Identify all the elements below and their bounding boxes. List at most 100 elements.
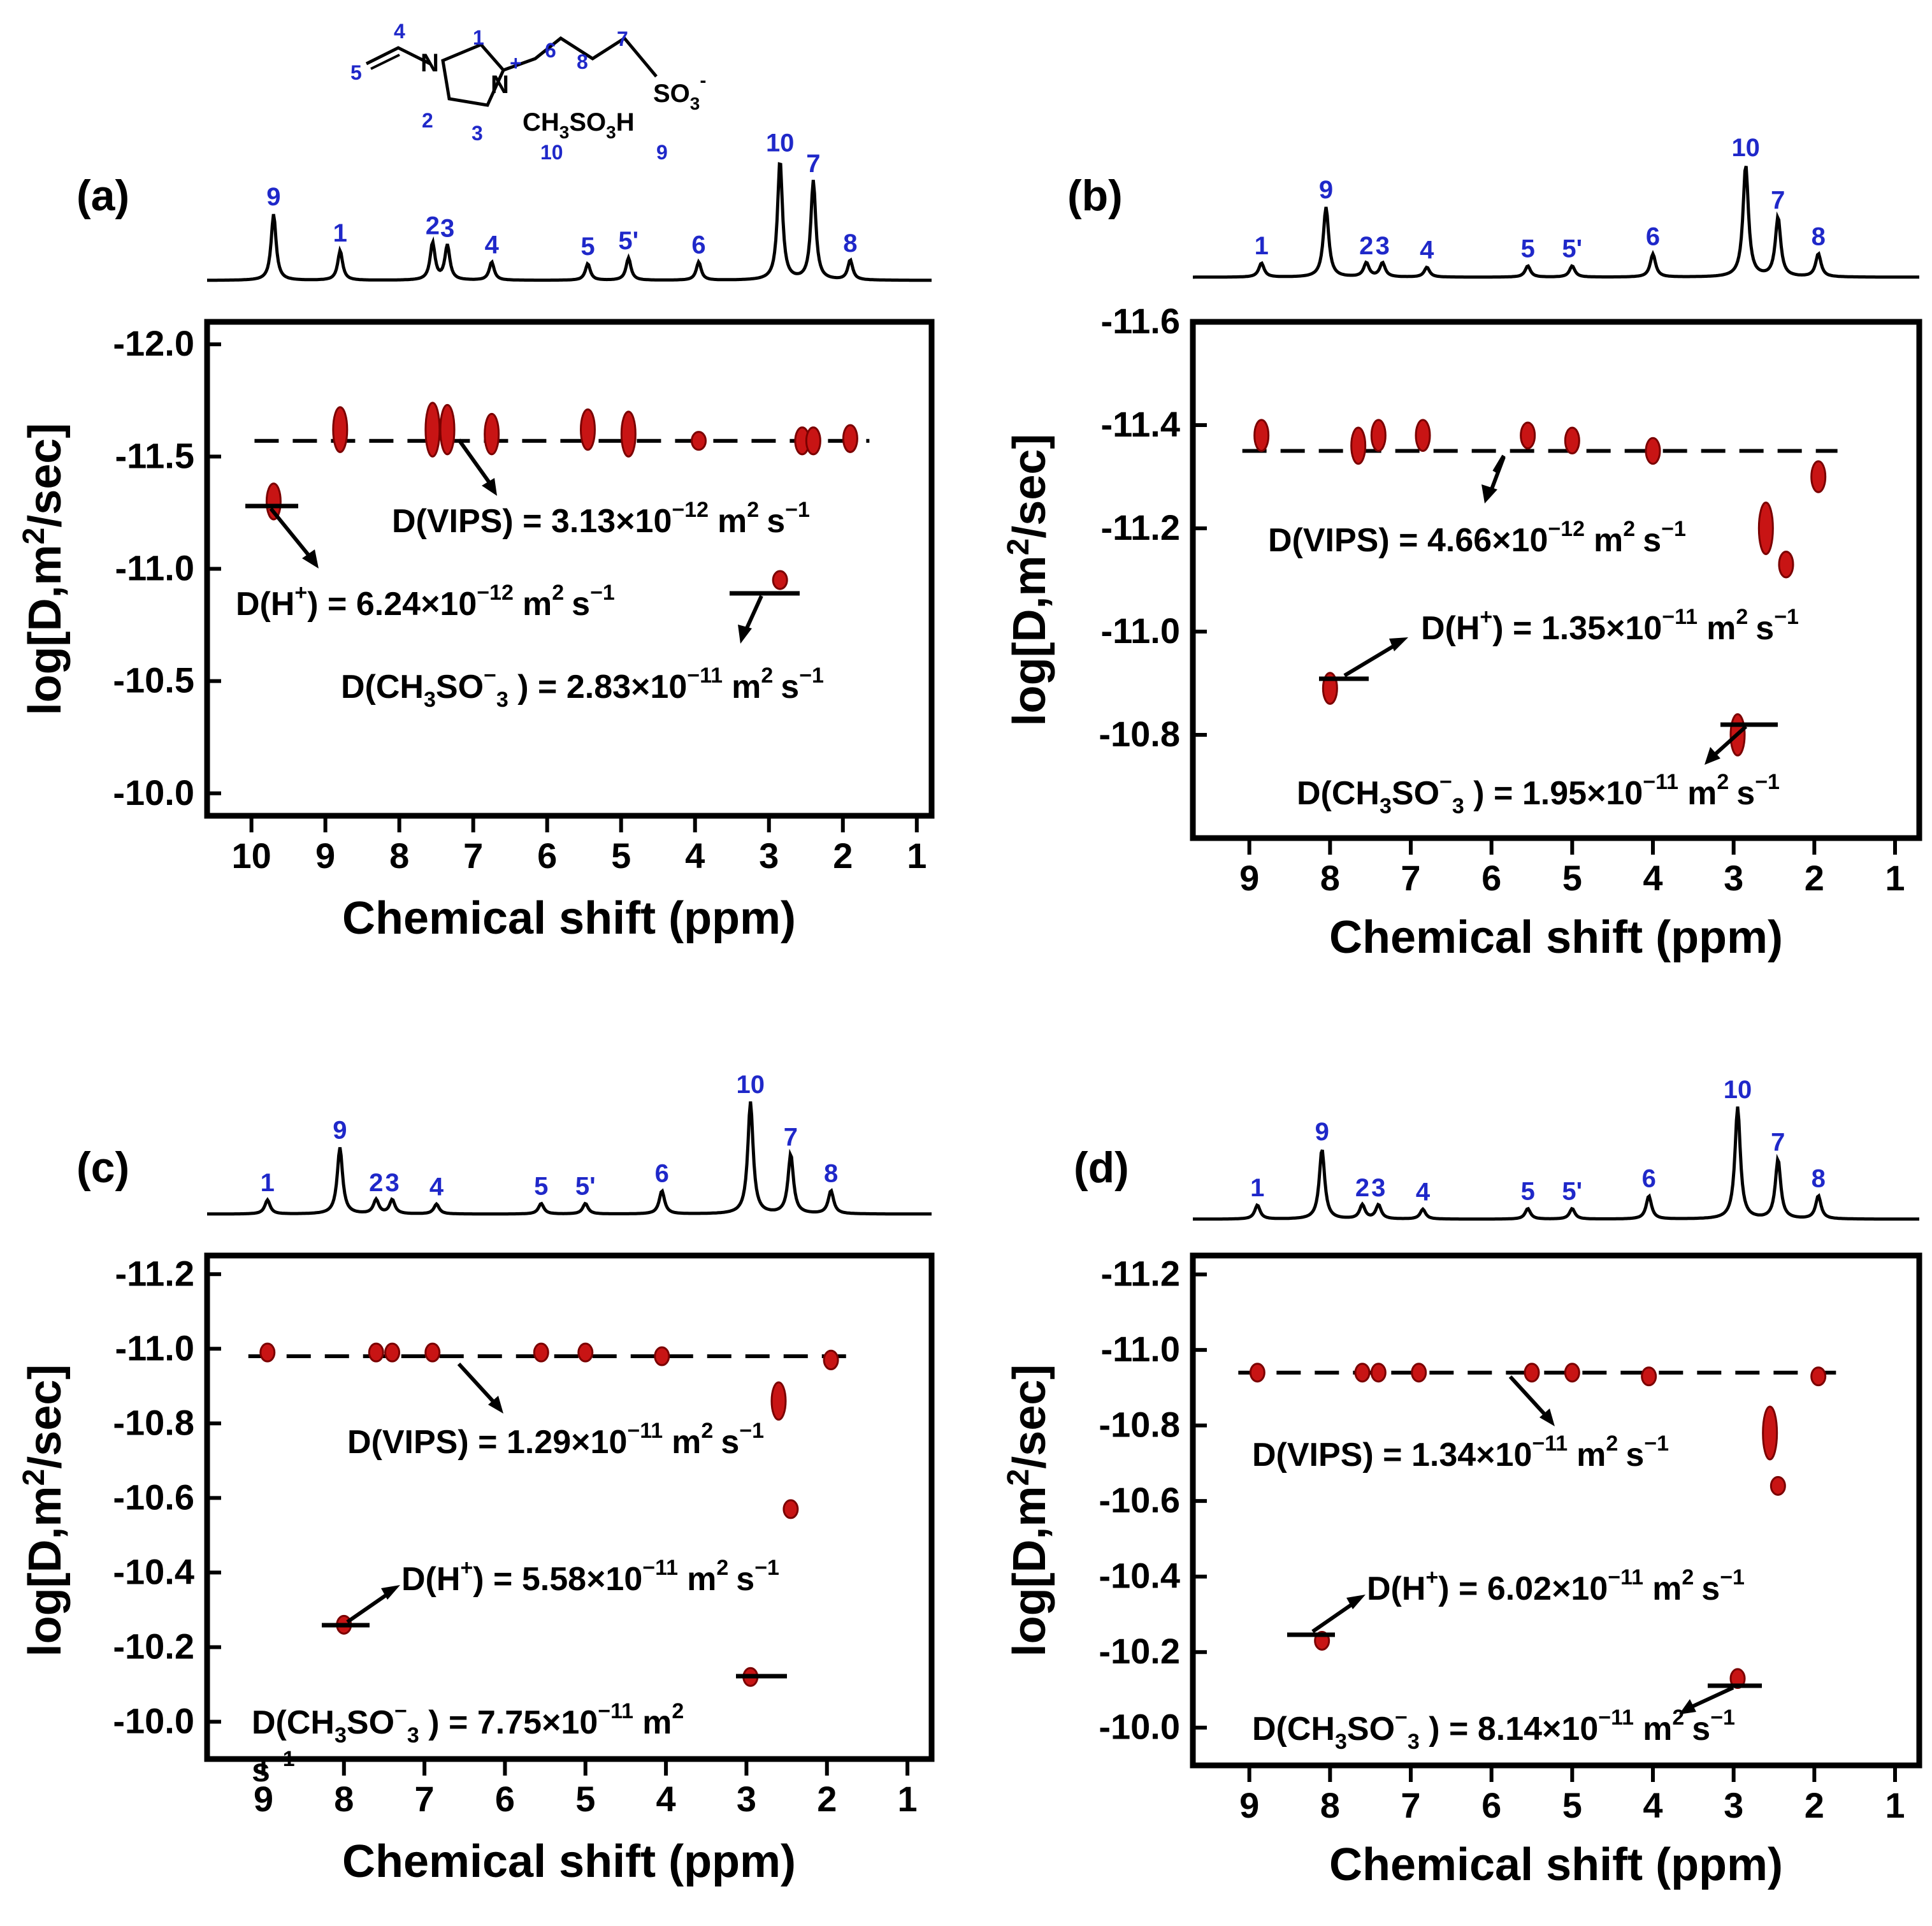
msa-group: CH3SO3H (523, 108, 635, 142)
h-d-unit-exp: 2 (1682, 1565, 1694, 1589)
x-tick-label-b-1: 8 (1320, 858, 1340, 898)
x-tick-label-c-5: 4 (656, 1779, 676, 1819)
y-tick-label-a-2: -11.0 (115, 548, 194, 588)
peak-label-b-9: 7 (1771, 187, 1785, 215)
vips-a-tail-exp: −1 (785, 498, 810, 522)
dosy-signal-c-4 (533, 1342, 549, 1363)
vips-arrowhead-b (1481, 484, 1497, 503)
peak-label-b-10: 8 (1812, 223, 1826, 251)
x-tick-label-b-2: 7 (1401, 858, 1420, 898)
ms-c-close: ) = 7.75×10 (419, 1704, 598, 1741)
h-c-label: D(H (401, 1561, 460, 1598)
ms-d-unit-exp: 2 (1672, 1705, 1684, 1730)
spectrum-d (1193, 1106, 1919, 1221)
h-b-tail-exp: −1 (1774, 605, 1799, 629)
annotation-h-d: D(H+) = 6.02×10−11 m2 s−1 (1367, 1565, 1745, 1607)
y-tick-label-d-1: -11.0 (1100, 1329, 1180, 1369)
y-axis-label-b: log[D,m2/sec] (1002, 434, 1055, 727)
vips-c-label: D(VIPS) = 1.29×10 (347, 1424, 627, 1461)
h-arrow-b (1343, 643, 1397, 677)
peak-label-b-7: 6 (1646, 223, 1660, 251)
peak-labels-c: 1 92 3 4 5 5' 6 10 78 (261, 1071, 839, 1201)
x-tick-label-d-7: 2 (1805, 1785, 1824, 1825)
ms-d-unit: m (1643, 1711, 1672, 1748)
annotation-ms-c-line2: s−1 (252, 1747, 295, 1789)
vips-arrow-b2 (1489, 456, 1506, 492)
peak-label-b-6: 5' (1562, 235, 1582, 263)
ms-b-sup: − (1439, 770, 1452, 794)
dosy-signal-b-6 (1645, 437, 1661, 465)
h-b-tail: s (1755, 610, 1774, 647)
ms-d-sup: − (1395, 1705, 1408, 1730)
dosy-signal-d-11 (1729, 1668, 1746, 1690)
y-tick-label-d-5: -10.2 (1099, 1631, 1180, 1671)
y-tick-label-d-0: -11.2 (1100, 1254, 1180, 1294)
dosy-signal-d-6 (1641, 1366, 1657, 1387)
vips-c-unit-exp: 2 (701, 1419, 713, 1443)
msa-sub1: 3 (559, 122, 570, 142)
h-a-sup: + (294, 581, 307, 605)
panel-label-a: (a) (76, 171, 129, 220)
h-d-tail-exp: −1 (1720, 1565, 1745, 1589)
dosy-signal-a-6 (691, 431, 707, 451)
x-tick-label-a-2: 8 (389, 836, 409, 876)
dosy-signal-b-3 (1415, 419, 1431, 453)
peak-label-d-7: 6 (1642, 1165, 1656, 1193)
ms-arrowhead-d (1679, 1699, 1696, 1714)
dosy-signal-b-8 (1778, 550, 1794, 579)
peak-label-c-9: 7 (784, 1124, 798, 1152)
ms-b-tail: s (1736, 775, 1755, 812)
peak-label-c-0: 1 (261, 1169, 275, 1197)
y-ticks-c: -11.2 -11.0 -10.8 -10.6 -10.4 -10.2 -10.0 (113, 1253, 221, 1741)
dosy-signals-d (1249, 1363, 1827, 1690)
y-tick-label-d-6: -10.0 (1099, 1707, 1180, 1747)
h-arrowhead-a (302, 549, 319, 568)
dosy-signal-a-3 (484, 412, 500, 456)
ms-d-sub2: 3 (1408, 1730, 1420, 1754)
y-tick-label-c-1: -11.0 (115, 1328, 194, 1368)
peak-label-a-0: 9 (266, 183, 280, 211)
ms-d-mid: SO (1347, 1711, 1395, 1748)
vips-d-exp: −11 (1532, 1431, 1568, 1456)
h-arrowhead-d (1346, 1595, 1366, 1609)
y-ticks-b: -11.6 -11.4 -11.2 -11.0 -10.8 (1099, 301, 1207, 754)
vinyl-double-bond (370, 54, 400, 70)
peak-label-d-6: 5' (1562, 1178, 1582, 1206)
peak-label-d-2: 2 (1355, 1174, 1369, 1202)
x-tick-label-b-6: 3 (1724, 858, 1743, 898)
x-tick-label-a-1: 9 (315, 836, 335, 876)
dosy-signal-c-7 (823, 1349, 839, 1370)
vips-arrow-d (1508, 1375, 1547, 1417)
annotation-vips-d: D(VIPS) = 1.34×10−11 m2 s−1 (1252, 1431, 1669, 1473)
y-tick-label-d-4: -10.4 (1099, 1556, 1180, 1596)
x-tick-label-a-4: 6 (537, 836, 557, 876)
y-tick-label-b-3: -11.0 (1100, 611, 1180, 651)
ms-arrowhead-a (738, 625, 752, 644)
so3-charge: - (700, 70, 706, 91)
h-b-exp: −11 (1662, 605, 1698, 629)
y-tick-label-b-0: -11.6 (1100, 301, 1180, 341)
vips-c-tail: s (721, 1424, 739, 1461)
h-c-tail: s (736, 1561, 754, 1598)
plot-frame-b (1190, 319, 1922, 841)
ms-c-sub2: 3 (407, 1723, 419, 1748)
x-tick-label-d-0: 9 (1239, 1785, 1259, 1825)
dosy-signal-c-3 (424, 1342, 441, 1363)
x-tick-label-c-4: 5 (575, 1779, 595, 1819)
y-tick-label-b-4: -10.8 (1099, 714, 1180, 754)
y-tick-label-d-2: -10.8 (1099, 1405, 1180, 1445)
vips-a-exp: −12 (672, 498, 709, 522)
dosy-signal-b-0 (1253, 419, 1270, 453)
spectrum-c (207, 1101, 932, 1216)
peak-label-a-6: 5' (618, 227, 638, 255)
h-d-label: D(H (1367, 1570, 1425, 1607)
ms-c-label: D(CH (252, 1704, 335, 1741)
h-c-unit: m (687, 1561, 716, 1598)
peak-label-d-5: 5 (1521, 1178, 1535, 1206)
peak-label-c-8: 10 (737, 1071, 765, 1099)
dosy-signal-d-5 (1564, 1363, 1580, 1383)
h-arrow-c (346, 1591, 390, 1624)
